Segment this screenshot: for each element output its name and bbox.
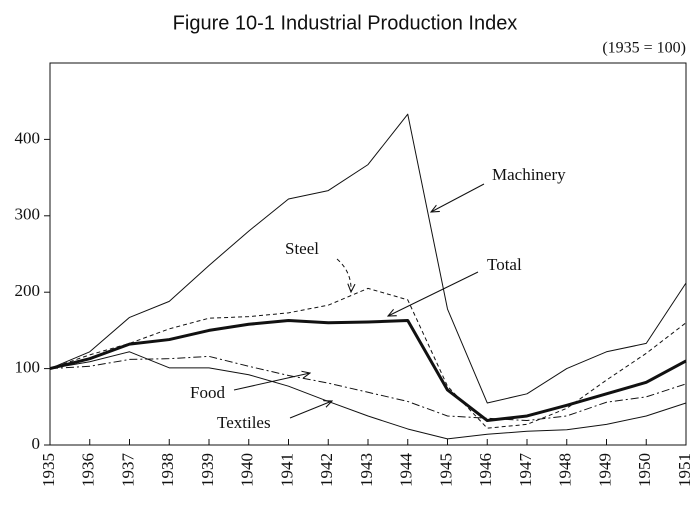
y-tick-label: 300 [15, 205, 41, 224]
x-tick-label: 1943 [357, 453, 376, 487]
x-tick-label: 1942 [317, 453, 336, 487]
series-line [49, 355, 687, 422]
x-tick-label: 1950 [635, 453, 654, 487]
arrow [289, 401, 332, 419]
x-tick-label: 1951 [675, 453, 693, 487]
arrow [336, 258, 351, 292]
x-tick-label: 1941 [277, 453, 296, 487]
x-tick-label: 1937 [118, 453, 137, 488]
series-label: Machinery [492, 165, 566, 184]
arrow [431, 183, 485, 212]
x-tick-label: 1946 [476, 453, 495, 487]
series-line [49, 113, 687, 404]
arrow [388, 271, 479, 316]
x-tick-label: 1940 [238, 453, 257, 487]
series-line [49, 351, 687, 440]
x-tick-label: 1935 [39, 453, 58, 487]
x-tick-label: 1948 [556, 453, 575, 487]
x-tick-label: 1936 [79, 453, 98, 487]
x-tick-label: 1947 [516, 453, 535, 488]
arrow [233, 373, 310, 391]
y-tick-label: 400 [15, 128, 41, 147]
series-label: Steel [285, 239, 319, 258]
plot-frame [49, 62, 687, 446]
x-tick-label: 1939 [198, 453, 217, 487]
series-label: Textiles [217, 413, 271, 432]
series-line [49, 287, 687, 429]
x-tick-label: 1945 [436, 453, 455, 487]
series-label: Total [487, 255, 522, 274]
y-tick-label: 200 [15, 281, 41, 300]
y-tick-label: 100 [15, 358, 41, 377]
x-tick-label: 1938 [158, 453, 177, 487]
y-tick-label: 0 [32, 434, 41, 453]
chart-subtitle: (1935 = 100) [602, 40, 686, 57]
x-tick-label: 1949 [595, 453, 614, 487]
series-label: Food [190, 383, 225, 402]
series-line [49, 318, 687, 423]
chart-title: Figure 10-1 Industrial Production Index [173, 12, 518, 34]
x-tick-label: 1944 [397, 453, 416, 488]
plot-area: 0 100 200 300 400 1935 1936 1937 1938 1939 1940 194… [15, 113, 693, 488]
